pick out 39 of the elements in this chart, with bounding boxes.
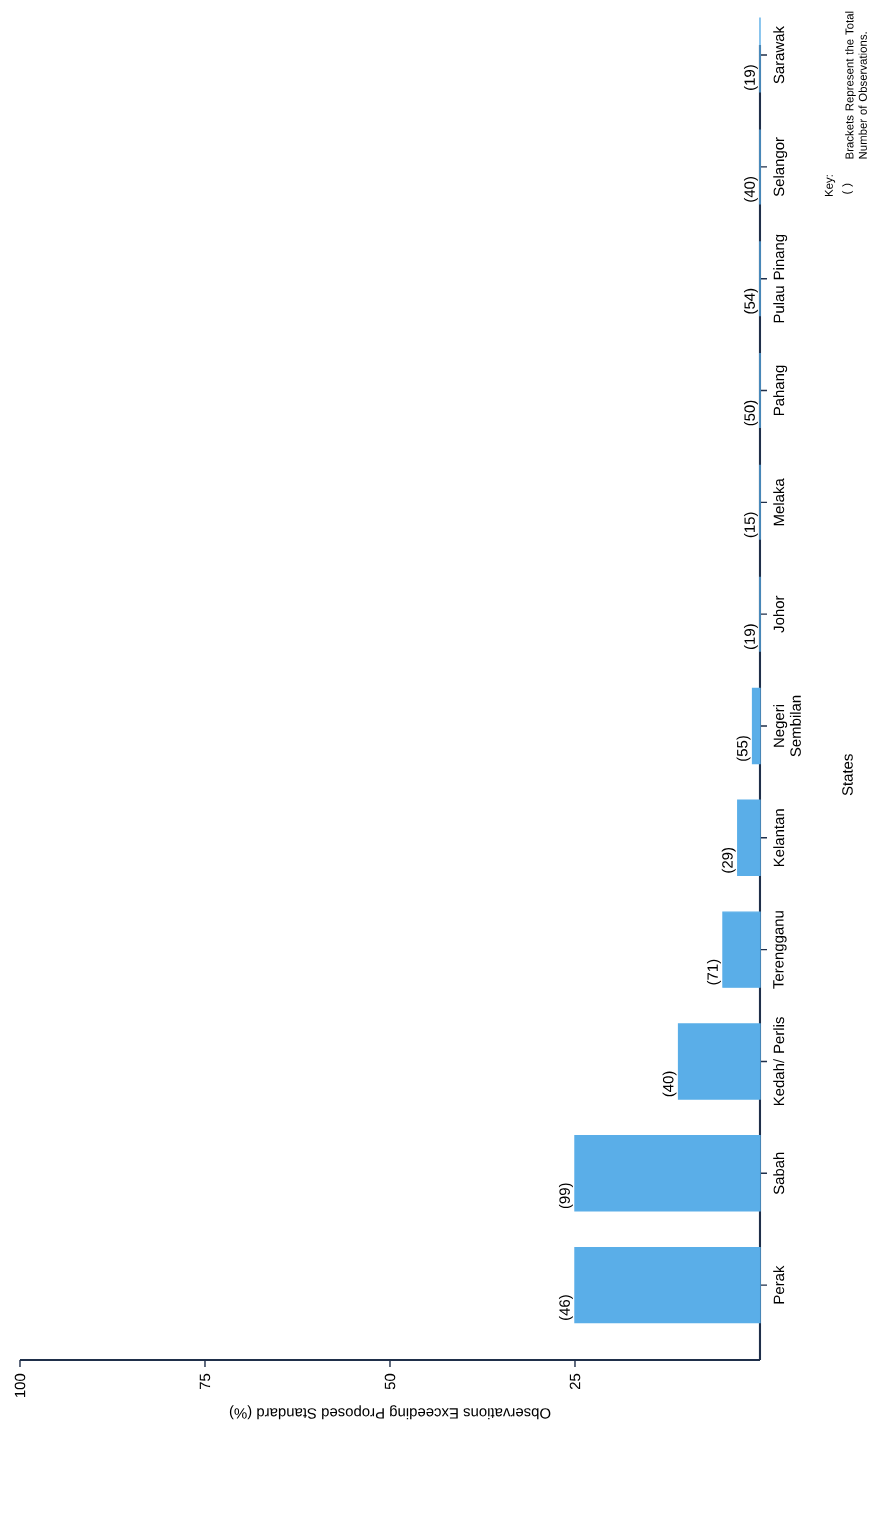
y-tick-label: Johor: [773, 595, 785, 633]
x-tick-label: 50: [384, 1373, 396, 1390]
bar: [751, 687, 761, 765]
y-tick-label: Melaka: [773, 478, 785, 526]
annotation: (40): [743, 177, 758, 202]
y-tick-label: Perak: [773, 1265, 785, 1304]
y-tick-label: Selangor: [773, 137, 788, 197]
y-tick-label: Negeri Sembilan: [773, 695, 801, 757]
annotation: (40): [662, 1071, 677, 1097]
annotation: (54): [743, 288, 758, 314]
annotation: (99): [558, 1183, 573, 1209]
text: Brackets Represent the Total Number of Observations.: [845, 11, 867, 159]
y-tick-label: Kelantan: [773, 809, 785, 867]
annotation: (29): [721, 847, 736, 873]
annotation: (19): [743, 624, 758, 650]
y-tick-label: Pulau Pinang: [773, 234, 788, 323]
y-tick-label: Kedah/ Perlis: [773, 1017, 785, 1106]
annotation: (15): [743, 512, 758, 538]
annotation: (71): [706, 959, 721, 985]
annotation: (55): [736, 736, 751, 761]
x-tick-label: 75: [199, 1373, 211, 1390]
y-tick-label: Pahang: [773, 365, 788, 416]
y-tick-label: Sarawak: [773, 25, 785, 84]
text: ( ): [842, 183, 853, 194]
y-tick-label: Sabah: [773, 1152, 785, 1195]
annotation: (19): [743, 65, 758, 90]
bar: [677, 1023, 761, 1100]
bar: [722, 911, 761, 988]
x-tick-label: 100: [14, 1373, 26, 1398]
bar: [574, 1246, 761, 1324]
bar: [574, 1135, 761, 1212]
annotation: (46): [558, 1295, 573, 1320]
y-axis-title: States: [842, 754, 853, 796]
y-tick-label: Terengganu: [773, 911, 787, 989]
x-tick-label: 25: [569, 1373, 581, 1390]
annotation: (50): [743, 400, 758, 426]
x-axis-title: Observations Exceeding Proposed Standard (%): [229, 1405, 551, 1420]
bar: [737, 799, 761, 877]
text: Key:: [824, 175, 836, 197]
